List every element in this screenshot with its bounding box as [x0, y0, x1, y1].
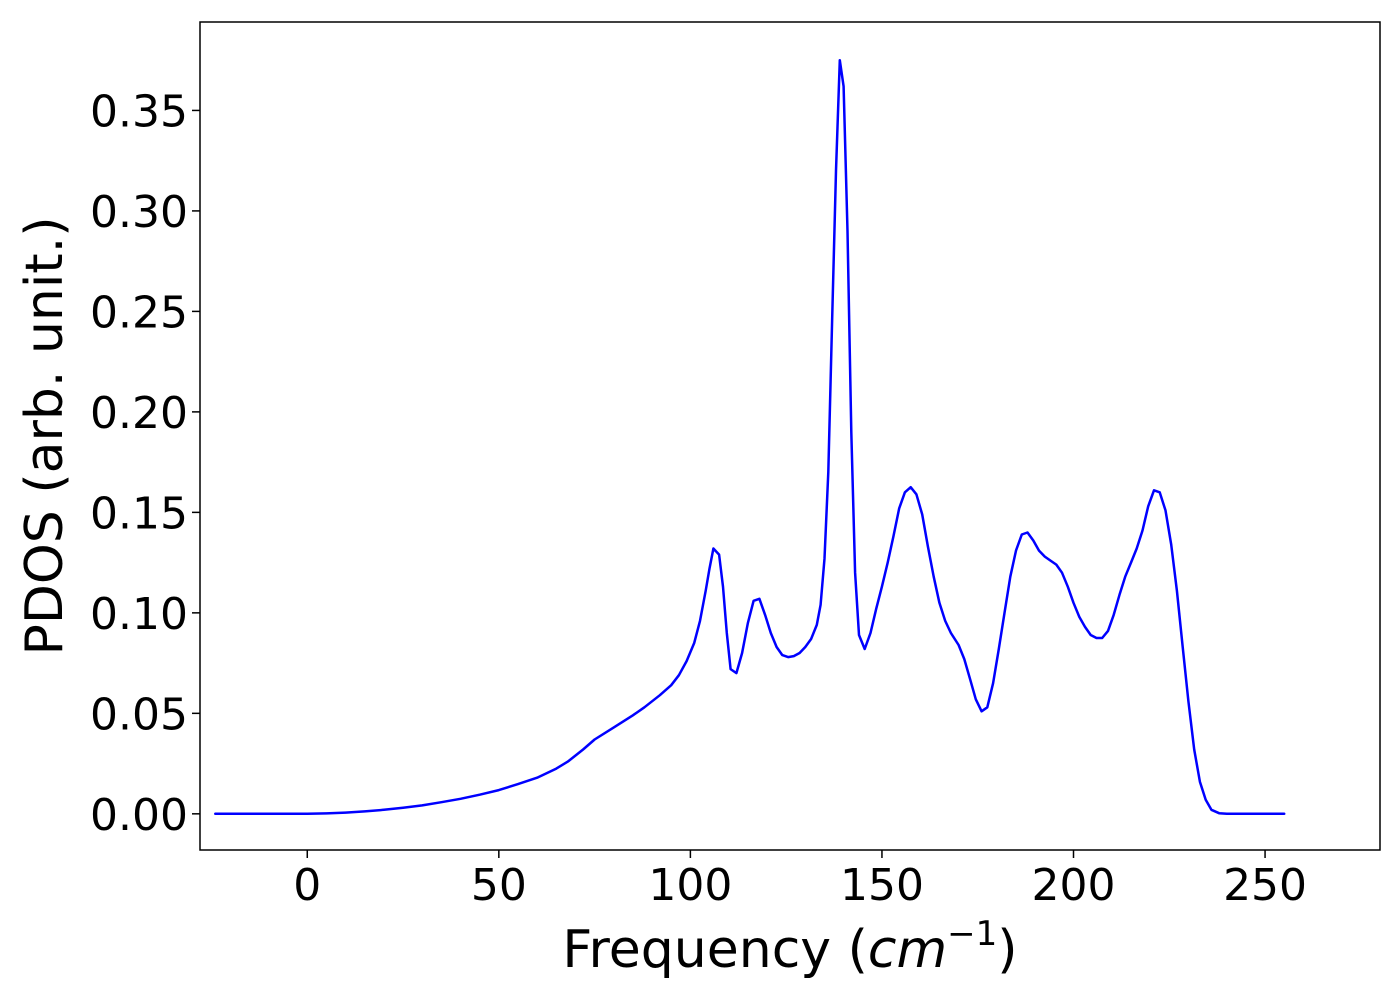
x-tick-label: 250 [1223, 860, 1307, 911]
x-tick-label: 200 [1032, 860, 1116, 911]
x-axis-unit-base: cm [868, 920, 947, 980]
y-tick-label: 0.30 [90, 187, 188, 238]
x-tick-label: 50 [471, 860, 527, 911]
x-axis-ticks: 0 50 100 150 200 250 [293, 850, 1307, 911]
y-tick-label: 0.20 [90, 388, 188, 439]
x-axis-label: Frequency (cm−1) [562, 914, 1017, 980]
y-tick-label: 0.10 [90, 589, 188, 640]
series-line-pdos [214, 58, 1286, 816]
y-axis-label: PDOS (arb. unit.) [15, 216, 75, 655]
x-tick-label: 100 [648, 860, 732, 911]
x-axis-label-text: Frequency [562, 920, 831, 980]
plot-area [199, 21, 1381, 851]
x-axis-unit-exponent: −1 [947, 914, 997, 954]
x-tick-label: 150 [840, 860, 924, 911]
y-tick-label: 0.15 [90, 488, 188, 539]
y-axis-ticks: 0.00 0.05 0.10 0.15 0.20 0.25 0.30 0.35 [90, 86, 200, 841]
y-tick-label: 0.25 [90, 287, 188, 338]
plot-frame [199, 21, 1381, 851]
y-tick-label: 0.05 [90, 689, 188, 740]
y-tick-label: 0.35 [90, 86, 188, 137]
y-tick-label: 0.00 [90, 790, 188, 841]
x-tick-label: 0 [293, 860, 321, 911]
